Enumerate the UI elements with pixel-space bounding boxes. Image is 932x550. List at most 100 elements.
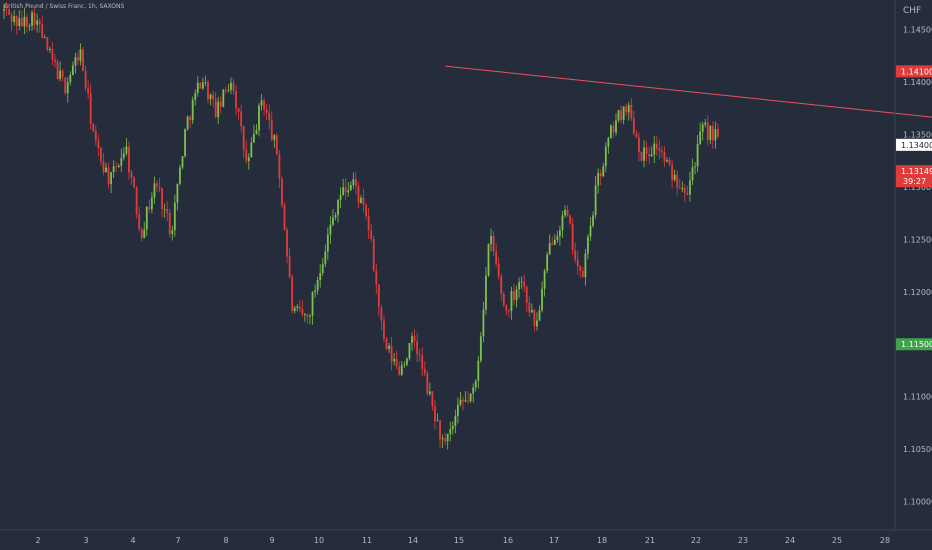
candle-body <box>617 110 620 121</box>
candle-body <box>209 94 212 100</box>
take-profit-badge <box>896 338 932 351</box>
candle-body <box>569 215 571 224</box>
candle-body <box>240 111 243 127</box>
candle-body <box>457 404 459 416</box>
candle-body <box>339 195 342 200</box>
candle-body <box>500 276 503 294</box>
candle-body <box>153 183 156 198</box>
candle-body <box>79 49 82 61</box>
candle-body <box>250 142 253 158</box>
candle-body <box>434 406 436 422</box>
date-tick: 28 <box>880 536 890 545</box>
candle-body <box>474 381 477 388</box>
candle-body <box>464 400 467 402</box>
candle-body <box>579 266 582 271</box>
candle-body <box>87 88 90 94</box>
date-tick: 17 <box>549 536 559 545</box>
candle-body <box>212 94 214 99</box>
candle-body <box>395 358 398 367</box>
time-axis[interactable]: 2 3 4 7 8 9 10 11 14 15 16 17 18 21 22 23 24 25 28 <box>0 529 932 545</box>
candlestick-series <box>3 1 719 450</box>
candle-body <box>204 82 207 83</box>
candle-body <box>706 122 709 140</box>
date-tick: 24 <box>785 536 795 545</box>
price-badges: 1.14100 1.13400 1.13149 39:27 1.11500 <box>896 65 932 351</box>
candle-body <box>148 206 151 210</box>
candle-body <box>556 236 559 240</box>
trend-line[interactable] <box>445 65 932 147</box>
candle-body <box>587 236 589 254</box>
date-tick: 22 <box>691 536 701 545</box>
candle-body <box>467 400 469 402</box>
candle-body <box>163 208 166 210</box>
candle-body <box>701 124 704 132</box>
candle-body <box>574 250 577 260</box>
candle-body <box>648 153 651 157</box>
candle-body <box>298 306 301 310</box>
candle-body <box>5 9 8 10</box>
candle-body <box>610 125 612 139</box>
price-tick: 1.12000 <box>903 288 932 297</box>
price-tick: 1.14000 <box>903 78 932 87</box>
candle-body <box>487 244 490 276</box>
candle-body <box>337 199 339 216</box>
candle-body <box>140 229 143 239</box>
candle-body <box>444 438 447 442</box>
candle-body <box>171 230 174 235</box>
price-tick: 1.12500 <box>903 235 932 244</box>
candle-body <box>546 254 549 271</box>
date-tick: 3 <box>83 536 88 545</box>
candle-body <box>263 100 265 110</box>
candle-body <box>533 309 536 327</box>
stop-loss-badge <box>896 65 932 78</box>
date-tick: 8 <box>223 536 228 545</box>
current-price: 1.13149 <box>901 167 932 176</box>
candle-body <box>349 184 352 191</box>
candle-body <box>311 292 314 316</box>
date-tick: 21 <box>645 536 655 545</box>
candle-body <box>296 306 299 308</box>
candle-body <box>377 284 380 308</box>
candle-body <box>347 190 350 193</box>
price-axis[interactable]: CHF 1.145001.140001.135001.130001.125001… <box>894 0 932 530</box>
candle-body <box>630 104 633 119</box>
candle-body <box>46 37 49 50</box>
candle-body <box>643 147 645 161</box>
date-tick-labels: 2 3 4 7 8 9 10 11 14 15 16 17 18 21 22 23 24 25 28 <box>35 536 890 545</box>
candle-body <box>130 172 133 178</box>
candle-body <box>436 420 439 422</box>
candle-body <box>309 315 311 317</box>
date-tick: 23 <box>738 536 748 545</box>
price-tick-labels: 1.14500 1.14000 1.13500 1.13000 1.12500 1.120… <box>903 25 932 506</box>
candle-body <box>385 338 388 349</box>
candle-body <box>508 310 510 312</box>
candle-body <box>117 165 120 167</box>
date-tick: 14 <box>408 536 418 545</box>
candle-body <box>525 287 528 303</box>
candle-body <box>459 399 462 405</box>
candle-body <box>400 365 403 375</box>
candle-body <box>56 61 59 80</box>
candle-body <box>245 149 248 161</box>
candle-body <box>344 187 347 193</box>
candle-body <box>426 373 429 395</box>
candle-body <box>329 224 332 235</box>
candle-body <box>612 125 615 133</box>
candle-body <box>520 281 523 283</box>
candle-body <box>97 140 100 148</box>
candle-body <box>260 100 263 106</box>
candle-body <box>306 314 309 317</box>
candle-body <box>15 16 18 27</box>
candle-body <box>699 131 702 145</box>
candle-body <box>691 167 694 181</box>
candle-body <box>179 167 181 184</box>
candle-body <box>620 110 622 121</box>
price-tick: 1.13500 <box>903 130 932 139</box>
candle-body <box>479 336 482 361</box>
candle-body <box>375 270 378 285</box>
candle-body <box>632 118 635 134</box>
candle-body <box>428 391 431 395</box>
candle-body <box>645 147 648 154</box>
candle-body <box>653 143 656 155</box>
